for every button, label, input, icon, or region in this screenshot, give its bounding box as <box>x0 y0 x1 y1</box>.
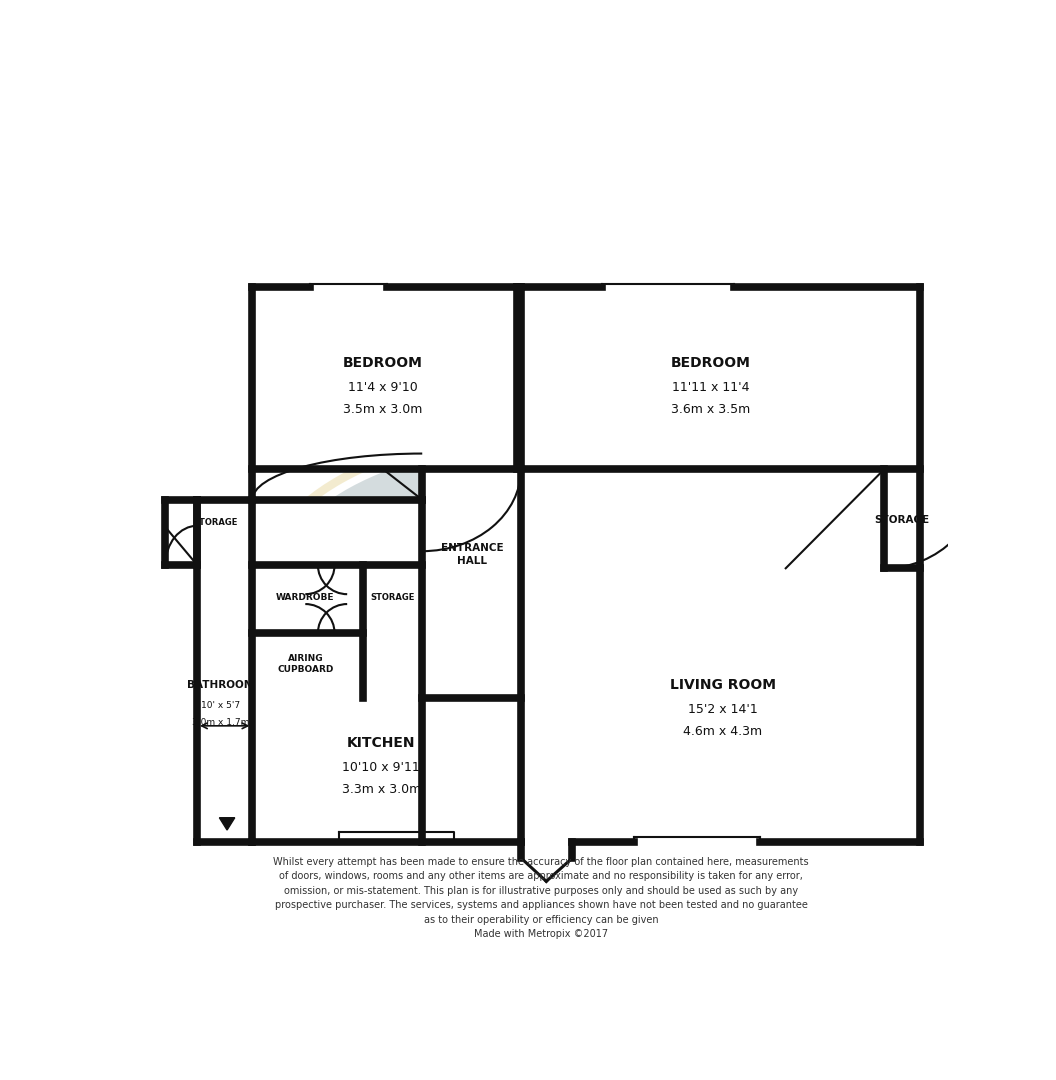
Text: LIVING ROOM: LIVING ROOM <box>670 678 775 691</box>
Polygon shape <box>252 699 521 842</box>
Polygon shape <box>197 500 252 842</box>
Polygon shape <box>885 469 920 568</box>
Text: Whilst every attempt has been made to ensure the accuracy of the floor plan cont: Whilst every attempt has been made to en… <box>274 858 809 940</box>
Polygon shape <box>422 469 521 699</box>
Polygon shape <box>166 500 252 565</box>
Polygon shape <box>252 287 517 469</box>
Text: 15'2 x 14'1: 15'2 x 14'1 <box>687 703 757 716</box>
Polygon shape <box>252 565 363 633</box>
Polygon shape <box>252 500 422 699</box>
Text: WentWorth: WentWorth <box>317 537 685 593</box>
Text: BATHROOM: BATHROOM <box>187 679 254 690</box>
Polygon shape <box>521 842 572 881</box>
Text: 11'11 x 11'4: 11'11 x 11'4 <box>672 381 750 394</box>
Text: 3.6m x 3.5m: 3.6m x 3.5m <box>671 403 750 416</box>
Polygon shape <box>521 469 920 842</box>
Text: BEDROOM: BEDROOM <box>671 355 751 369</box>
Text: 3.5m x 3.0m: 3.5m x 3.0m <box>343 403 422 416</box>
Polygon shape <box>521 287 920 469</box>
Text: WARDROBE: WARDROBE <box>276 593 335 603</box>
Text: Estate Agents: Estate Agents <box>395 618 702 656</box>
Text: BEDROOM: BEDROOM <box>343 355 422 369</box>
Text: STORAGE: STORAGE <box>193 518 238 527</box>
Polygon shape <box>339 832 454 842</box>
Text: 10' x 5'7: 10' x 5'7 <box>202 701 241 710</box>
Text: STORAGE: STORAGE <box>874 515 929 525</box>
Text: STORAGE: STORAGE <box>370 593 414 603</box>
Polygon shape <box>252 633 363 699</box>
Text: 3.0m x 1.7m: 3.0m x 1.7m <box>192 718 249 727</box>
Text: ENTRANCE
HALL: ENTRANCE HALL <box>440 543 504 566</box>
Ellipse shape <box>271 444 810 741</box>
Polygon shape <box>166 500 197 565</box>
Polygon shape <box>363 565 422 633</box>
Text: AIRING
CUPBOARD: AIRING CUPBOARD <box>277 654 334 674</box>
Text: 11'4 x 9'10: 11'4 x 9'10 <box>347 381 417 394</box>
Polygon shape <box>220 818 234 831</box>
Text: 4.6m x 4.3m: 4.6m x 4.3m <box>683 725 762 738</box>
Text: 3.3m x 3.0m: 3.3m x 3.0m <box>341 783 420 796</box>
Text: 10'10 x 9'11: 10'10 x 9'11 <box>342 761 420 774</box>
Text: KITCHEN: KITCHEN <box>347 735 415 750</box>
